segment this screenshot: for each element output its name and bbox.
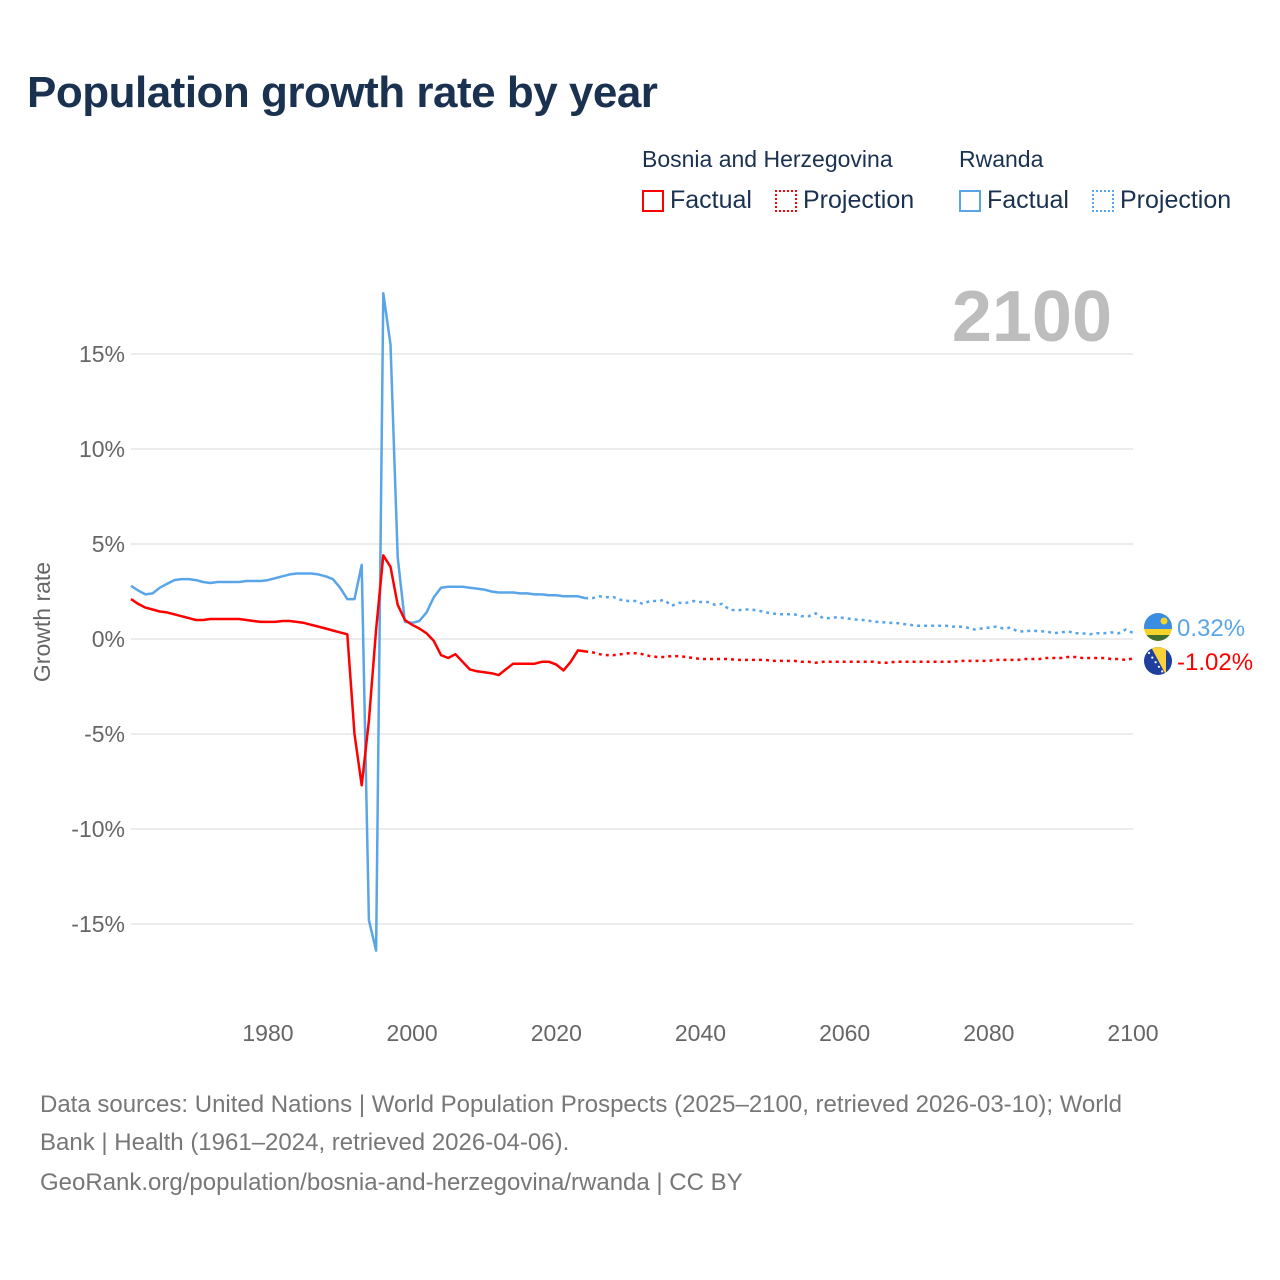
legend-rwanda-factual[interactable]: Factual — [959, 186, 1069, 215]
flag-star — [1147, 651, 1151, 655]
footer-sources-line2: Bank | Health (1961–2024, retrieved 2026… — [40, 1129, 570, 1156]
y-tick-label: -10% — [71, 816, 125, 842]
y-axis-label: Growth rate — [29, 562, 55, 682]
x-tick-label: 2000 — [387, 1020, 438, 1046]
x-tick-label: 2080 — [963, 1020, 1014, 1046]
legend-swatch-dotted — [1092, 189, 1114, 212]
page-title: Population growth rate by year — [27, 68, 658, 117]
legend-swatch-solid — [642, 189, 664, 212]
x-tick-label: 1980 — [242, 1020, 293, 1046]
end-value-label-rwanda: 0.32% — [1177, 615, 1245, 642]
legend-label: Projection — [1120, 186, 1232, 214]
legend-rwanda-projection[interactable]: Projection — [1092, 186, 1231, 215]
flag-rwanda-icon — [1144, 613, 1172, 641]
x-tick-label: 2020 — [531, 1020, 582, 1046]
legend-group-bosnia: Bosnia and Herzegovina — [642, 146, 893, 172]
y-tick-label: -15% — [71, 911, 125, 937]
end-value-label-bosnia-and-herzegovina: -1.02% — [1177, 649, 1253, 676]
flag-body — [1144, 613, 1172, 641]
legend-bosnia-factual[interactable]: Factual — [642, 186, 752, 215]
year-watermark: 2100 — [951, 277, 1112, 357]
footer-link[interactable]: GeoRank.org/population/bosnia-and-herzeg… — [40, 1169, 743, 1196]
series-line-projection-bosnia-and-herzegovina — [584, 650, 1134, 665]
legend-swatch-solid — [959, 189, 981, 212]
footer-sources-line1: Data sources: United Nations | World Pop… — [40, 1091, 1122, 1118]
y-tick-label: 5% — [92, 531, 125, 557]
flag-star — [1161, 670, 1164, 673]
series-line-projection-rwanda — [585, 595, 1134, 636]
legend-label: Factual — [670, 186, 752, 214]
y-tick-label: 10% — [79, 436, 125, 462]
flag-star — [1151, 656, 1154, 659]
legend-group-rwanda: Rwanda — [959, 146, 1044, 172]
flag-stripe-blue — [1144, 613, 1172, 629]
x-tick-label: 2040 — [675, 1020, 726, 1046]
flag-star — [1154, 661, 1157, 664]
flag-bosnia-and-herzegovina-icon — [1144, 647, 1172, 675]
flag-stripe-green — [1144, 635, 1172, 641]
flag-stripe-yellow — [1144, 629, 1172, 635]
flag-triangle — [1151, 647, 1166, 675]
y-tick-label: 0% — [92, 626, 125, 652]
y-tick-label: 15% — [79, 341, 125, 367]
y-tick-label: -5% — [84, 721, 125, 747]
flag-sun — [1160, 617, 1168, 625]
legend-label: Factual — [987, 186, 1069, 214]
x-tick-label: 2060 — [819, 1020, 870, 1046]
flag-body — [1144, 647, 1172, 675]
series-line-factual-rwanda — [130, 291, 586, 952]
x-tick-label: 2100 — [1107, 1020, 1158, 1046]
legend-bosnia-projection[interactable]: Projection — [775, 186, 914, 215]
series-line-factual-bosnia-and-herzegovina — [130, 554, 586, 787]
legend-swatch-dotted — [775, 189, 797, 212]
flag-star — [1157, 665, 1160, 668]
legend-label: Projection — [803, 186, 915, 214]
